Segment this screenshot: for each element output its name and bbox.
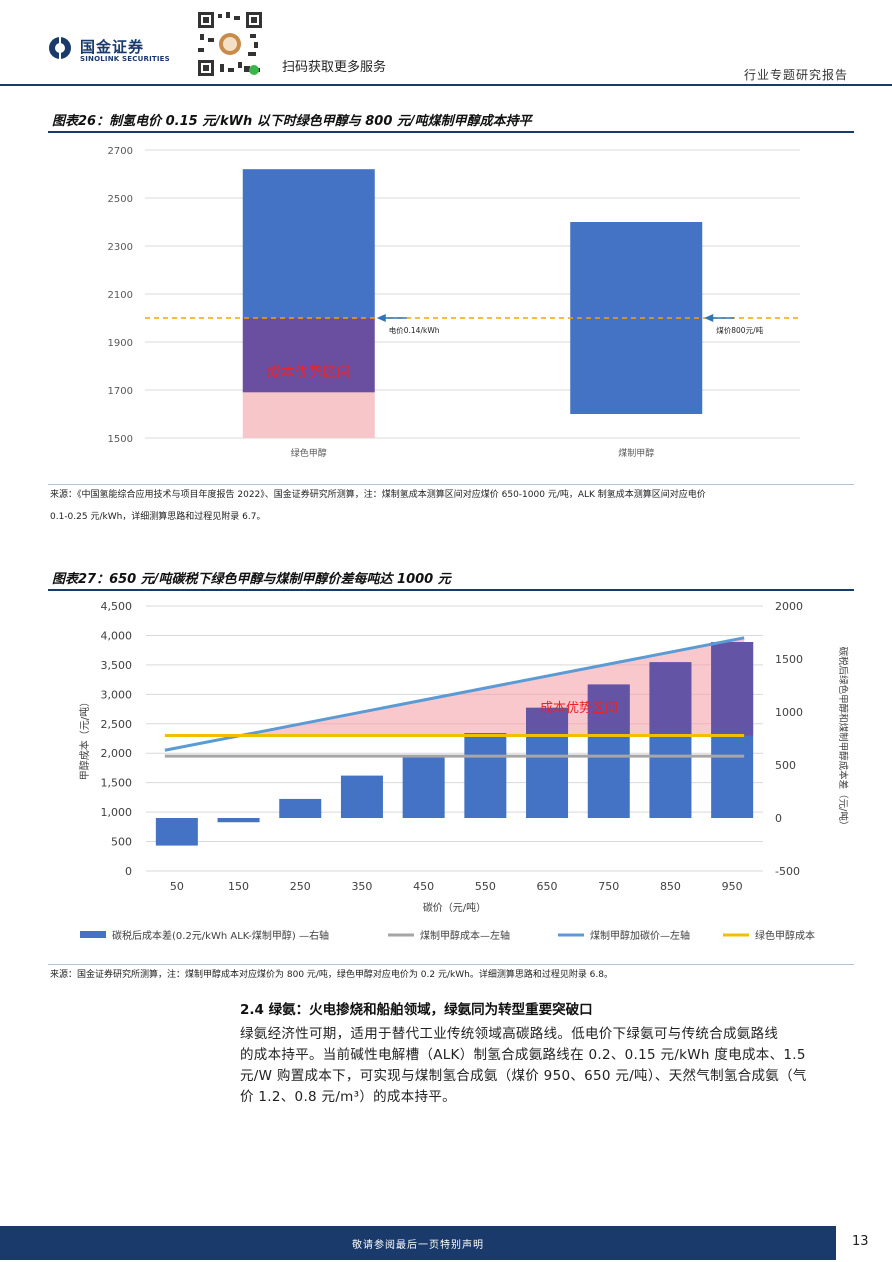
chart27-left-ytick-label: 1,500 [101, 777, 133, 790]
chart26-annotation-label: 煤价800元/吨 [716, 325, 763, 335]
chart27-line-coal-plus-carbon [164, 636, 745, 752]
chart27-bar-cost-diff [464, 733, 507, 818]
chart27-left-ytick-label: 3,000 [101, 688, 133, 701]
chart27-left-ytick-label: 4,500 [101, 600, 133, 613]
chart27-bar-cost-diff [402, 756, 445, 818]
chart26-ytick-label: 1500 [108, 434, 133, 445]
chart27-legend-label: 煤制甲醇成本—左轴 [420, 929, 510, 942]
section-2-4-paragraph: 绿氨经济性可期，适用于替代工业传统领域高碳路线。低电价下绿氨可与传统合成氨路线 … [240, 1024, 856, 1108]
chart27-xtick-label: 250 [290, 880, 311, 893]
chart27-xtick-label: 950 [722, 880, 743, 893]
section-2-4-title: 2.4 绿氨：火电掺烧和船舶领域，绿氨同为转型重要突破口 [240, 1002, 593, 1018]
chart27-left-ytick-label: 4,000 [101, 629, 133, 642]
chart27-left-ytick-label: 500 [111, 836, 132, 849]
chart27-xaxis-title: 碳价（元/吨） [423, 901, 486, 914]
figure26-source-rule [48, 484, 854, 485]
chart27-left-ytick-label: 1,000 [101, 806, 133, 819]
chart27-bar-advantage-overlap [526, 707, 569, 736]
company-logo-cn: 国金证券 [80, 38, 145, 56]
footer-disclaimer: 敬请参阅最后一页特别声明 [352, 1240, 484, 1251]
chart27-legend-label: 绿色甲醇成本 [755, 929, 815, 942]
figure26-source-line2: 0.1-0.25 元/kWh，详细测算思路和过程见附录 6.7。 [50, 512, 266, 522]
chart27-legend-label: 碳税后成本差(0.2元/kWh ALK-煤制甲醇) —右轴 [112, 929, 329, 942]
chart27-left-ytick-label: 3,500 [101, 659, 133, 672]
scan-for-services-text: 扫码获取更多服务 [282, 60, 387, 75]
chart26-bar-green-methanol-upper [242, 169, 375, 318]
chart27-bar-advantage-overlap [649, 662, 692, 736]
qr-code-icon[interactable] [194, 8, 266, 80]
chart26-annotation-arrow-head [376, 314, 386, 322]
chart27-left-ytick-label: 2,000 [101, 747, 133, 760]
chart27-bar-cost-diff [217, 818, 260, 823]
chart27-right-ytick-label: 1000 [775, 706, 803, 719]
chart27-left-axis-title: 甲醇成本（元/吨） [78, 697, 91, 780]
figure27-source: 来源：国金证券研究所测算，注：煤制甲醇成本对应煤价为 800 元/吨，绿色甲醇对… [50, 970, 613, 980]
figure27-chart: 05001,0001,5002,0002,5003,0003,5004,0004… [48, 592, 854, 962]
chart27-advantage-label: 成本优势区间 [540, 700, 618, 716]
footer-bar [0, 1226, 836, 1260]
chart26-ytick-label: 2100 [108, 290, 133, 301]
paragraph-line-4: 价 1.2、0.8 元/m³）的成本持平。 [240, 1089, 456, 1105]
figure26-source-line1: 来源：《中国氢能综合应用技术与项目年度报告 2022》、国金证券研究所测算，注：… [50, 490, 706, 500]
chart27-bar-cost-diff [279, 798, 322, 818]
header-divider [0, 84, 892, 86]
chart26-advantage-label: 成本优势区间 [267, 365, 351, 381]
chart27-right-axis-title: 碳税后绿色甲醇和煤制甲醇成本差（元/吨） [837, 647, 849, 831]
chart27-bar-advantage-overlap [711, 642, 754, 736]
chart27-xtick-label: 450 [413, 880, 434, 893]
chart27-xtick-label: 750 [598, 880, 619, 893]
paragraph-line-3: 元/W 购置成本下，可实现与煤制氢合成氨（煤价 950、650 元/吨）、天然气… [240, 1068, 807, 1084]
figure26-title-rule [48, 131, 854, 133]
figure27-title-rule [48, 589, 854, 591]
chart27-right-ytick-label: 2000 [775, 600, 803, 613]
page-number: 13 [852, 1234, 869, 1249]
chart26-ytick-label: 1700 [108, 386, 133, 397]
chart27-legend-label: 煤制甲醇加碳价—左轴 [590, 929, 690, 942]
chart27-right-ytick-label: 1500 [775, 653, 803, 666]
chart26-background [48, 134, 854, 480]
figure27-source-rule [48, 964, 854, 965]
chart26-annotation-label: 电价0.14/kWh [389, 325, 440, 335]
figure26-title: 图表26：制氢电价 0.15 元/kWh 以下时绿色甲醇与 800 元/吨煤制甲… [52, 114, 532, 129]
chart27-xtick-label: 150 [228, 880, 249, 893]
chart27-xtick-label: 850 [660, 880, 681, 893]
chart27-right-ytick-label: 500 [775, 759, 796, 772]
report-type-label: 行业专题研究报告 [743, 68, 848, 82]
chart27-right-ytick-label: 0 [775, 812, 782, 825]
paragraph-line-1: 绿氨经济性可期，适用于替代工业传统领域高碳路线。低电价下绿氨可与传统合成氨路线 [240, 1026, 779, 1042]
chart27-xtick-label: 650 [537, 880, 558, 893]
company-logo-en: SINOLINK SECURITIES [80, 55, 170, 63]
sinolink-logo-mark-icon [49, 37, 71, 59]
chart26-category-label: 绿色甲醇 [291, 447, 327, 459]
chart26-bar-green-methanol-lower [242, 392, 375, 438]
chart27-bar-advantage-overlap [587, 684, 630, 736]
chart27-bar-cost-diff [155, 818, 198, 846]
figure27-title: 图表27：650 元/吨碳税下绿色甲醇与煤制甲醇价差每吨达 1000 元 [52, 572, 451, 587]
chart26-annotation-arrow-head [704, 314, 714, 322]
chart27-left-ytick-label: 0 [125, 865, 132, 878]
chart27-left-ytick-label: 2,500 [101, 718, 133, 731]
chart27-xtick-label: 50 [170, 880, 184, 893]
chart26-ytick-label: 2500 [108, 194, 133, 205]
chart26-advantage-zone [242, 318, 375, 393]
chart27-right-ytick-label: -500 [775, 865, 800, 878]
chart26-ytick-label: 1900 [108, 338, 133, 349]
chart26-category-label: 煤制甲醇 [618, 447, 654, 459]
chart27-xtick-label: 550 [475, 880, 496, 893]
paragraph-line-2: 的成本持平。当前碱性电解槽（ALK）制氢合成氨路线在 0.2、0.15 元/kW… [240, 1047, 806, 1063]
chart27-legend-swatch-bar [80, 931, 106, 938]
chart27-xtick-label: 350 [351, 880, 372, 893]
chart26-ytick-label: 2700 [108, 146, 133, 157]
chart26-ytick-label: 2300 [108, 242, 133, 253]
chart27-bar-cost-diff [340, 775, 383, 818]
